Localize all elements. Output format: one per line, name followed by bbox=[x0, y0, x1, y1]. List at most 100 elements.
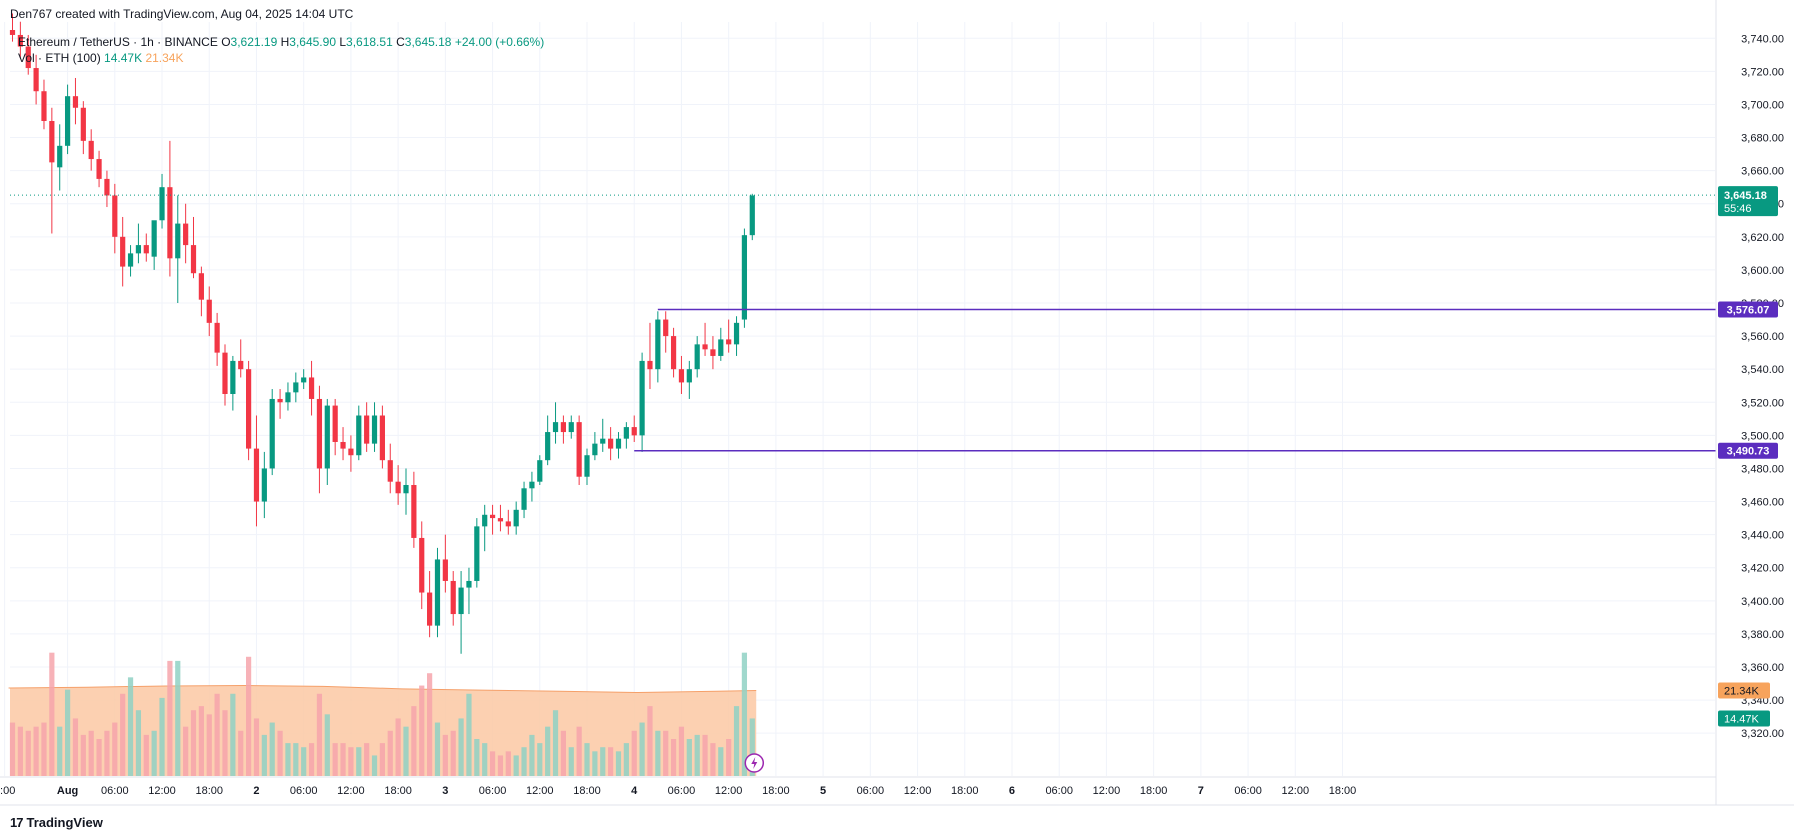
candle-body bbox=[246, 369, 252, 449]
candle-body bbox=[505, 521, 511, 527]
volume-bar bbox=[214, 693, 220, 776]
volume-bar bbox=[41, 722, 47, 776]
volume-bar bbox=[458, 718, 464, 776]
candle-body bbox=[686, 369, 692, 383]
volume-bar bbox=[655, 730, 661, 776]
volume-bar bbox=[670, 739, 677, 776]
volume-bar bbox=[253, 718, 260, 776]
candle-body bbox=[253, 448, 260, 502]
candle-body bbox=[584, 455, 590, 477]
candle-body bbox=[269, 398, 275, 469]
volume-tag-label: 14.47K bbox=[1724, 713, 1760, 725]
price-tick-label: 3,360.00 bbox=[1741, 662, 1784, 674]
candles bbox=[9, 13, 755, 654]
grid bbox=[4, 22, 1715, 776]
candle-body bbox=[190, 245, 197, 274]
candle-body bbox=[474, 526, 480, 581]
volume-bar bbox=[442, 734, 448, 776]
symbol-legend[interactable]: Ethereum / TetherUS · 1h · BINANCE O3,62… bbox=[18, 35, 544, 49]
volume-bar bbox=[726, 739, 732, 776]
candle-body bbox=[222, 352, 228, 394]
countdown-label: 55:46 bbox=[1724, 203, 1752, 215]
candle-body bbox=[568, 422, 574, 433]
volume-bar bbox=[537, 743, 543, 776]
candle-body bbox=[521, 488, 527, 510]
lightning-icon bbox=[744, 753, 765, 773]
volume-bar bbox=[686, 739, 692, 776]
volume-bar bbox=[749, 718, 755, 776]
candle-body bbox=[308, 377, 315, 399]
candle-body bbox=[57, 145, 63, 168]
volume-bar bbox=[33, 726, 39, 776]
volume-bar bbox=[584, 743, 590, 776]
volume-bar bbox=[175, 660, 181, 776]
price-tick-label: 3,500.00 bbox=[1741, 430, 1784, 442]
candle-body bbox=[41, 91, 47, 121]
volume-bar bbox=[324, 714, 330, 776]
volume-bar bbox=[497, 755, 504, 776]
volume-bar bbox=[135, 710, 142, 776]
volume-bar bbox=[474, 739, 480, 776]
time-axis[interactable]: 8:00 Aug 06:00 12:00 18:00 2 06:00 12:00 18:00 3 0… bbox=[0, 776, 1794, 806]
time-tick-label: 06:00 bbox=[101, 785, 129, 797]
open-value: 3,621.19 bbox=[230, 35, 278, 49]
volume-bar bbox=[151, 730, 157, 776]
time-tick-label: 6 bbox=[1009, 785, 1015, 797]
chart-credit: Den767 created with TradingView.com, Aug… bbox=[10, 7, 354, 21]
time-tick-label: 12:00 bbox=[148, 785, 176, 797]
price-tick-label: 3,660.00 bbox=[1741, 166, 1784, 178]
volume-bar bbox=[301, 747, 307, 776]
volume-bar bbox=[293, 743, 299, 776]
volume-bar bbox=[277, 730, 283, 776]
volume-bar bbox=[17, 726, 23, 776]
candle-body bbox=[560, 422, 566, 433]
time-tick-label: 3 bbox=[442, 785, 448, 797]
volume-bar bbox=[9, 722, 16, 776]
volume-bar bbox=[395, 718, 401, 776]
candle-body bbox=[332, 405, 338, 442]
volume-bar bbox=[552, 710, 559, 776]
time-tick-label: 12:00 bbox=[715, 785, 743, 797]
candle-body bbox=[694, 344, 700, 370]
candle-body bbox=[545, 432, 551, 461]
candle-body bbox=[348, 448, 354, 456]
volume-bar bbox=[246, 656, 252, 776]
volume-bar bbox=[143, 734, 149, 776]
volume-bar bbox=[403, 726, 409, 776]
candle-body bbox=[143, 245, 149, 254]
tradingview-logo[interactable]: 17 TradingView bbox=[10, 815, 103, 830]
candle-body bbox=[537, 460, 543, 482]
time-tick-label: 18:00 bbox=[951, 785, 979, 797]
candle-body bbox=[167, 187, 173, 259]
volume-ma-line bbox=[8, 685, 757, 694]
time-tick-label: 5 bbox=[820, 785, 826, 797]
volume-bar bbox=[710, 743, 716, 776]
candle-body bbox=[64, 96, 71, 146]
candle-body bbox=[741, 235, 748, 320]
candle-body bbox=[489, 514, 496, 519]
volume-bar bbox=[348, 747, 354, 776]
candle-body bbox=[466, 580, 472, 588]
volume-bar bbox=[269, 722, 275, 776]
volume-bar bbox=[64, 689, 71, 776]
volume-bar bbox=[631, 730, 637, 776]
price-axis[interactable]: 3,320.003,340.003,360.003,380.003,400.00… bbox=[1715, 0, 1784, 805]
candle-body bbox=[293, 382, 299, 393]
volume-bar bbox=[198, 706, 204, 776]
candle-body bbox=[277, 398, 283, 403]
time-tick-label: 06:00 bbox=[668, 785, 696, 797]
candle-body bbox=[647, 360, 653, 370]
price-tick-label: 3,460.00 bbox=[1741, 497, 1784, 509]
volume-bar bbox=[57, 726, 63, 776]
candle-body bbox=[316, 398, 323, 469]
price-tick-label: 3,320.00 bbox=[1741, 728, 1784, 740]
candle-body bbox=[261, 468, 267, 502]
time-tick-label: 12:00 bbox=[337, 785, 365, 797]
volume-legend[interactable]: Vol · ETH (100) 14.47K 21.34K bbox=[18, 51, 183, 65]
time-tick-label: 2 bbox=[253, 785, 259, 797]
tradingview-logo-text: TradingView bbox=[26, 815, 103, 830]
candle-body bbox=[442, 559, 448, 581]
candle-body bbox=[238, 360, 244, 370]
candle-body bbox=[364, 415, 370, 444]
